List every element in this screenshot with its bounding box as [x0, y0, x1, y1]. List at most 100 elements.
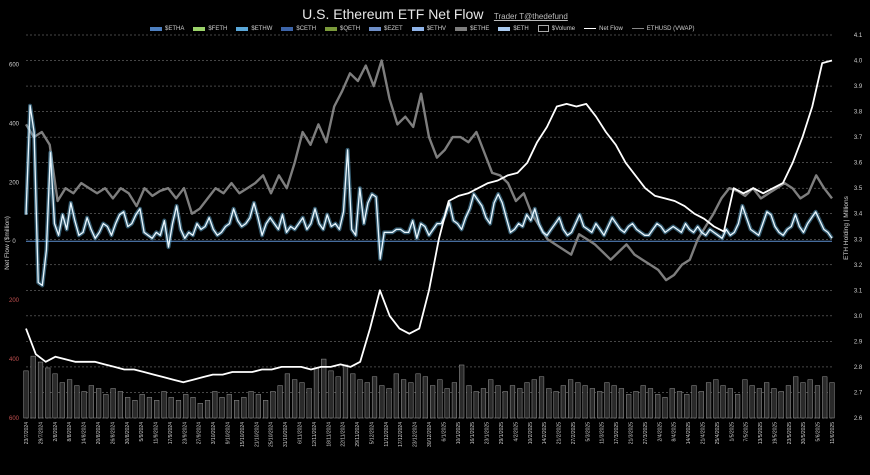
volume-bar: [756, 388, 762, 419]
volume-bar: [190, 397, 196, 419]
volume-bar: [785, 385, 792, 419]
volume-bar: [233, 400, 240, 419]
legend-label: $ETHE: [470, 25, 490, 32]
volume-bar: [263, 400, 269, 419]
volume-bar: [626, 394, 632, 419]
volume-bar: [45, 367, 51, 419]
legend-label: ETHUSD (VWAP): [646, 25, 695, 32]
volume-bar: [328, 370, 334, 419]
legend-swatch: [150, 26, 162, 31]
volume-bar: [37, 361, 44, 419]
volume-bar: [459, 364, 465, 419]
legend-item[interactable]: $CETH: [281, 25, 316, 32]
x-tick-label: 10/1/2025: [456, 422, 462, 444]
volume-bar: [466, 385, 472, 419]
volume-bar: [219, 397, 225, 419]
volume-bar: [66, 379, 73, 419]
legend-item[interactable]: $Volume: [537, 25, 575, 32]
volume-bar: [727, 388, 733, 419]
x-tick-label: 25/10/2024: [269, 422, 275, 447]
left-tick-label: 0: [12, 239, 16, 245]
x-tick-label: 27/2/2025: [571, 422, 577, 444]
legend-item[interactable]: $EZET: [369, 25, 403, 32]
volume-bar: [568, 379, 574, 419]
left-tick-label: 400: [9, 357, 20, 363]
legend-item[interactable]: $FETH: [193, 25, 227, 32]
volume-bar: [342, 364, 349, 419]
right-tick-label: 3.5: [854, 186, 863, 192]
volume-bar: [321, 358, 327, 419]
volume-bar: [560, 385, 566, 419]
x-tick-label: 23/1/2025: [485, 422, 491, 444]
legend-item[interactable]: $ETH: [498, 25, 529, 32]
legend-item[interactable]: Net Flow: [584, 25, 623, 32]
x-tick-label: 23/12/2024: [413, 422, 419, 447]
chart-credit-link[interactable]: Trader T@thedefund: [493, 12, 568, 21]
right-tick-label: 3.3: [854, 237, 863, 243]
x-tick-label: 19/5/2025: [772, 422, 778, 444]
volume-bar: [640, 385, 646, 419]
left-tick-label: 200: [9, 298, 20, 304]
volume-bar: [451, 382, 458, 419]
x-tick-label: 29/11/2024: [355, 422, 361, 447]
x-tick-label: 5/12/2024: [369, 422, 375, 444]
volume-bar: [139, 394, 145, 419]
x-tick-label: 11/9/2024: [154, 422, 160, 444]
x-tick-label: 30/8/2024: [125, 422, 131, 444]
legend-label: $ETHW: [251, 25, 273, 32]
right-axis-label: ETH Holding | Millions: [843, 195, 850, 260]
volume-bar: [110, 388, 116, 419]
volume-bar: [546, 388, 552, 419]
volume-bar: [749, 385, 755, 419]
x-tick-label: 14/8/2024: [82, 422, 88, 444]
volume-bar: [371, 376, 378, 419]
left-tick-label: 400: [9, 121, 20, 127]
volume-bar: [604, 382, 610, 419]
volume-bar: [589, 388, 595, 419]
volume-bar: [575, 382, 581, 419]
volume-bar: [313, 367, 320, 419]
legend-swatch: [325, 26, 338, 31]
volume-bar: [553, 391, 559, 419]
gridlines: [26, 34, 832, 419]
volume-bar: [248, 391, 254, 419]
x-tick-label: 3/10/2024: [211, 422, 217, 444]
volume-bar: [691, 385, 697, 419]
legend-item[interactable]: $ETHA: [150, 25, 184, 32]
volume-bar: [88, 385, 94, 419]
x-tick-label: 21/4/2025: [701, 422, 707, 444]
legend-swatch: [455, 26, 468, 31]
right-tick-label: 3.0: [854, 314, 863, 320]
volume-bar: [698, 391, 704, 419]
x-tick-label: 14/2/2025: [542, 422, 548, 444]
volume-bar: [509, 385, 516, 419]
ethusd-vwap-line: [24, 59, 833, 282]
legend-swatch: [631, 27, 644, 30]
volume-bar: [764, 382, 770, 419]
x-tick-label: 18/11/2024: [326, 422, 332, 447]
legend-item[interactable]: $ETHE: [455, 25, 489, 32]
volume-bar: [437, 379, 443, 419]
legend-item[interactable]: ETHUSD (VWAP): [631, 25, 695, 32]
volume-bar: [502, 391, 508, 419]
x-tick-label: 23/5/2025: [787, 422, 793, 444]
x-tick-label: 8/4/2025: [672, 422, 678, 442]
legend-swatch: [193, 26, 206, 31]
x-tick-label: 31/10/2024: [283, 422, 289, 447]
volume-bar: [822, 376, 828, 419]
volume-bar: [480, 388, 487, 419]
volume-bar: [96, 388, 102, 419]
right-tick-label: 2.6: [854, 416, 863, 422]
volume-bar: [30, 355, 36, 419]
volume-bar: [655, 394, 661, 419]
legend-swatch: [281, 26, 294, 31]
x-tick-label: 27/9/2024: [197, 422, 203, 444]
series-lines: [24, 59, 834, 384]
x-tick-label: 21/2/2025: [557, 422, 563, 444]
legend-item[interactable]: $ETHV: [411, 25, 446, 32]
volume-bar: [538, 376, 545, 419]
legend-item[interactable]: $ETHW: [236, 25, 272, 32]
volume-bar: [611, 385, 617, 419]
x-tick-label: 26/8/2024: [110, 422, 116, 444]
legend-item[interactable]: $QETH: [325, 25, 360, 32]
